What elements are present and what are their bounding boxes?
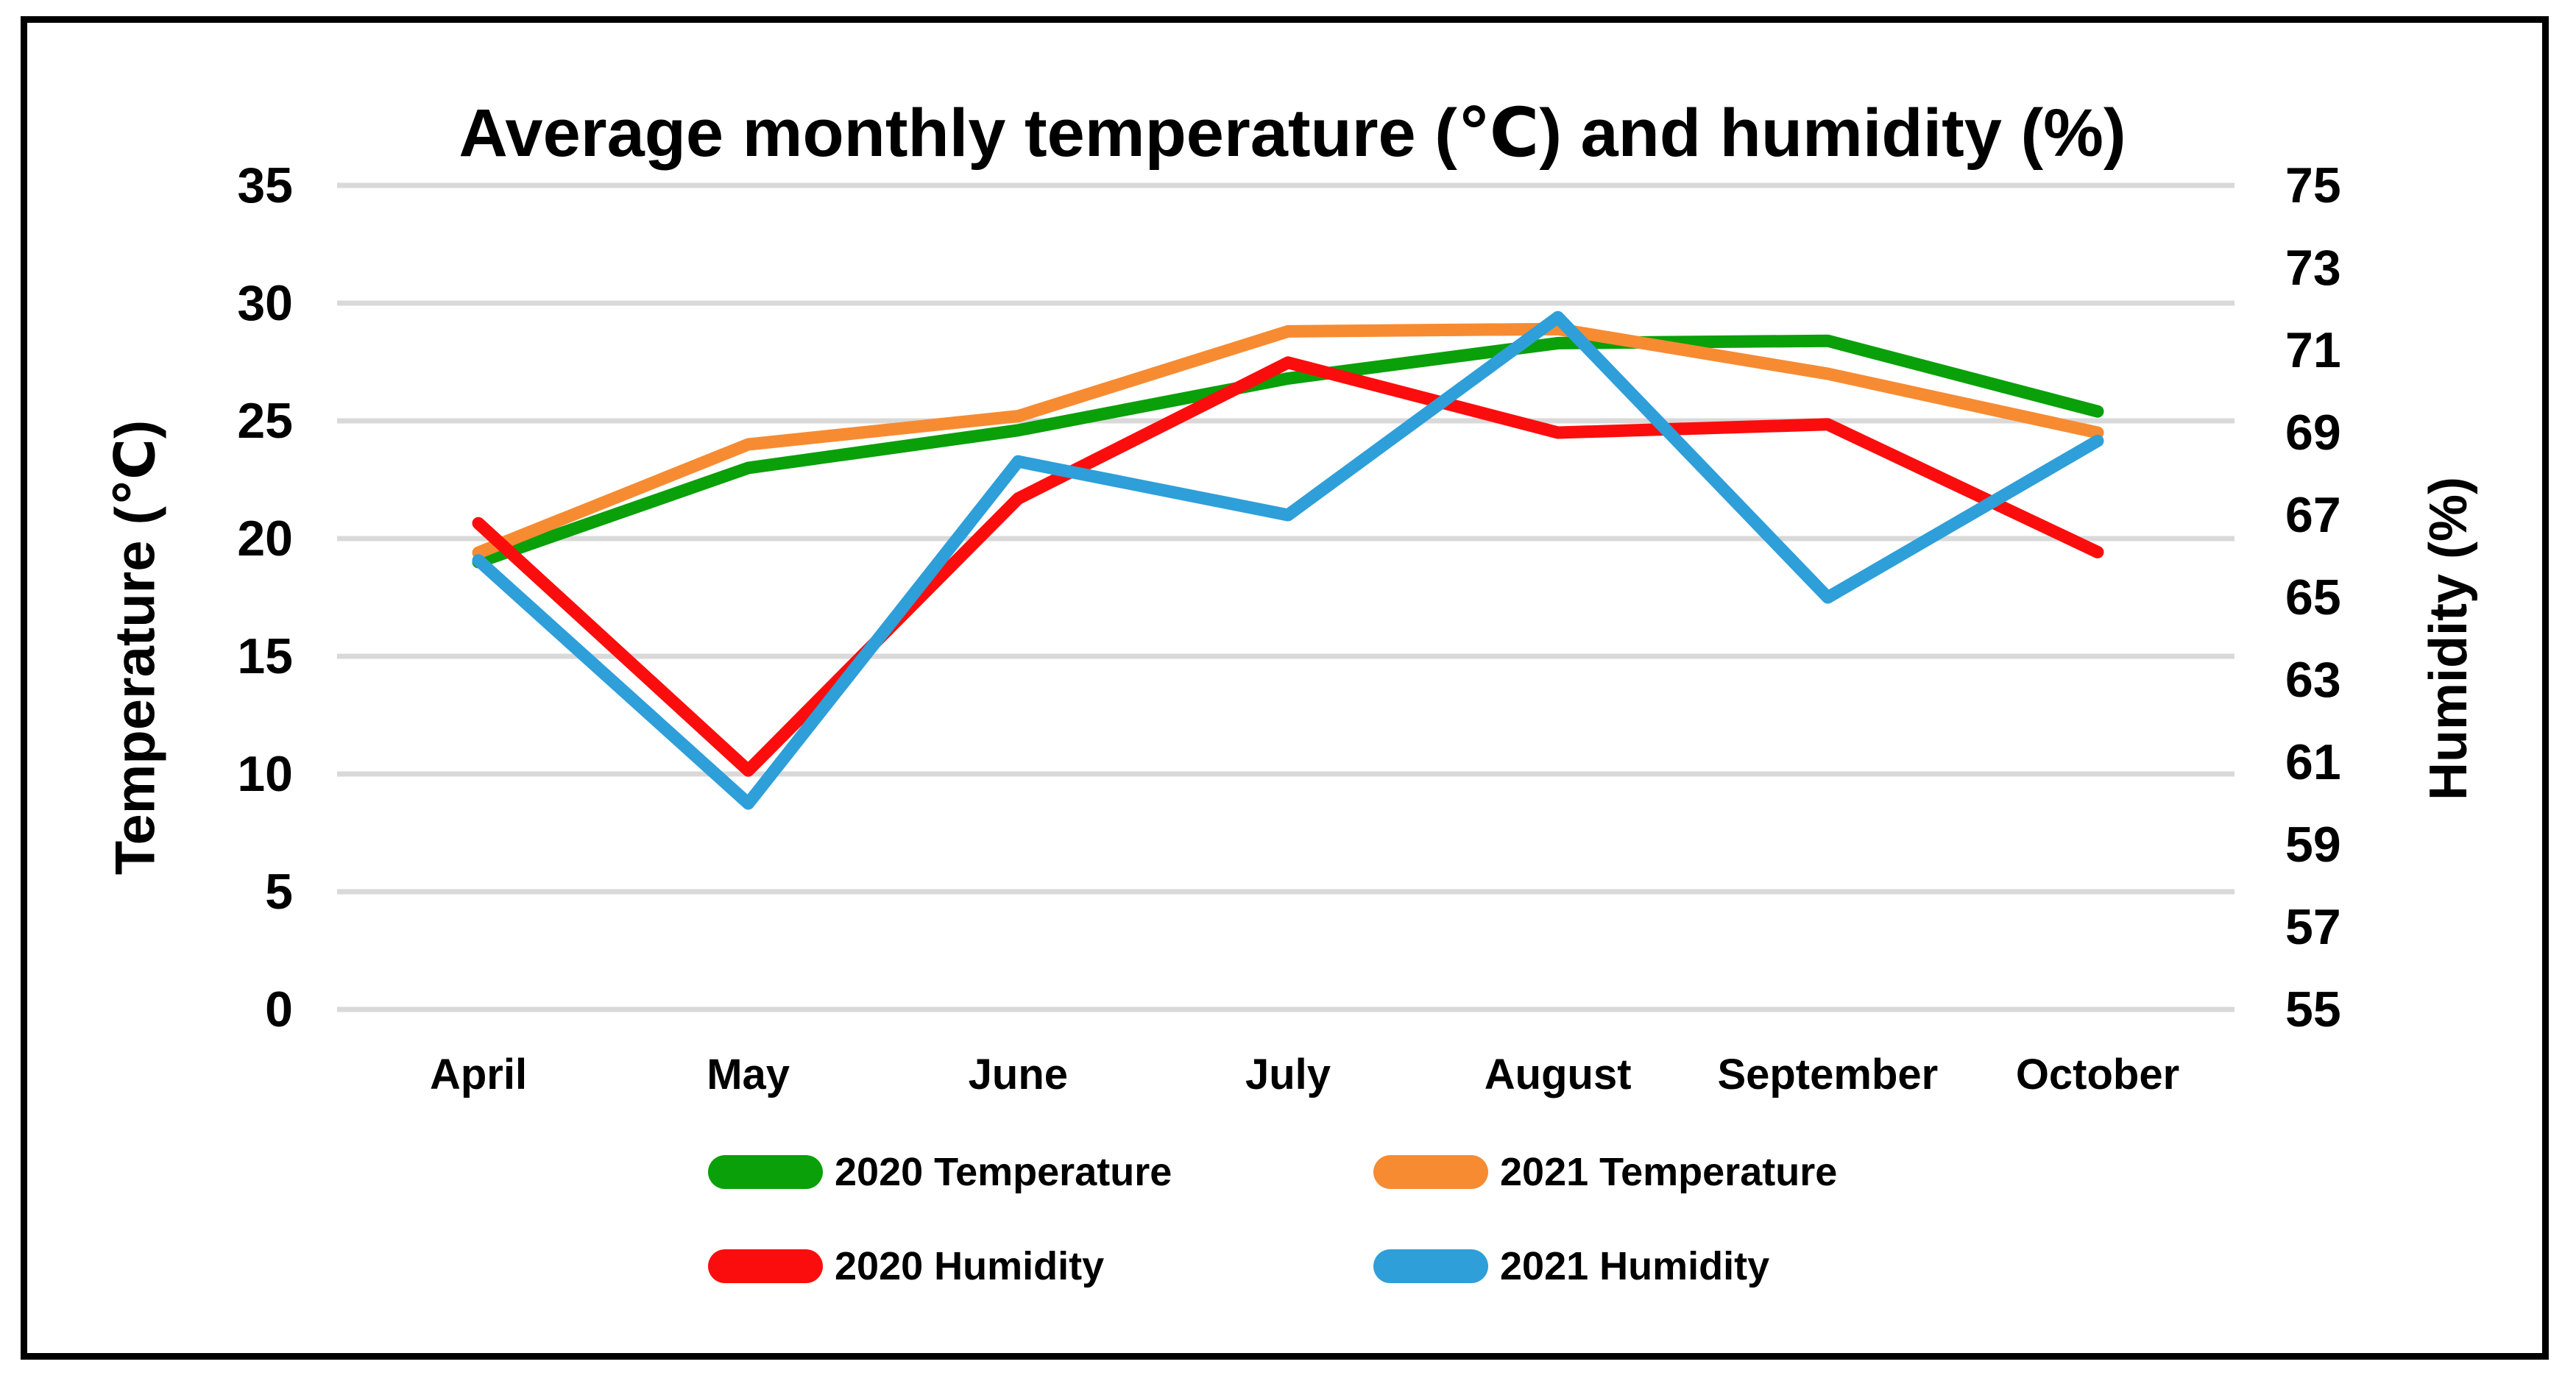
legend-swatch-icon <box>1373 1249 1488 1283</box>
legend-item: 2020 Temperature <box>708 1138 1373 1206</box>
legend-label: 2021 Humidity <box>1500 1244 1770 1288</box>
left-axis-tick: 35 <box>237 157 293 213</box>
legend-item: 2021 Temperature <box>1373 1138 1837 1206</box>
right-axis-tick: 71 <box>2285 322 2341 378</box>
series-line-2020-temperature <box>472 334 2104 569</box>
legend-swatch-icon <box>708 1249 823 1283</box>
legend-label: 2020 Humidity <box>835 1244 1105 1288</box>
x-axis-label: August <box>1484 1051 1632 1098</box>
right-axis-tick: 65 <box>2285 569 2341 625</box>
left-axis-tick: 25 <box>237 393 293 449</box>
series-line-2020-humidity <box>472 356 2104 777</box>
right-axis-tick: 63 <box>2285 652 2341 708</box>
right-axis-tick: 67 <box>2285 487 2341 543</box>
legend-swatch-icon <box>708 1155 823 1189</box>
legend: 2020 Temperature 2021 Temperature 2020 Hum… <box>708 1138 1837 1300</box>
chart-frame: Average monthly temperature (℃) and humi… <box>21 16 2549 1360</box>
legend-label: 2021 Temperature <box>1500 1150 1838 1194</box>
left-axis-tick: 30 <box>237 275 293 331</box>
x-axis-label: September <box>1717 1051 1939 1098</box>
left-axis-tick: 20 <box>237 511 293 567</box>
right-axis-tick: 75 <box>2285 157 2341 213</box>
legend-item: 2021 Humidity <box>1373 1232 1837 1300</box>
legend-item: 2020 Humidity <box>708 1232 1373 1300</box>
left-axis-tick: 5 <box>265 864 293 920</box>
left-axis-tick: 10 <box>237 746 293 802</box>
right-axis-tick: 61 <box>2285 734 2341 790</box>
x-axis-label: May <box>707 1051 790 1098</box>
x-axis-label: July <box>1245 1051 1331 1098</box>
right-axis-tick: 57 <box>2285 899 2341 955</box>
left-axis-tick: 0 <box>265 981 293 1037</box>
right-axis-tick: 73 <box>2285 240 2341 296</box>
x-axis-label: April <box>429 1051 528 1098</box>
right-axis-tick: 59 <box>2285 817 2341 873</box>
legend-label: 2020 Temperature <box>835 1150 1172 1194</box>
right-axis-tick: 69 <box>2285 405 2341 461</box>
x-axis-label: June <box>968 1051 1069 1098</box>
x-axis-label: October <box>2015 1051 2180 1098</box>
left-axis-tick: 15 <box>237 628 293 684</box>
series-line-2021-humidity <box>472 310 2104 810</box>
chart-title: Average monthly temperature (℃) and humi… <box>459 96 2126 171</box>
legend-swatch-icon <box>1373 1155 1488 1189</box>
right-axis-tick: 55 <box>2285 981 2341 1037</box>
series-line-2021-temperature <box>472 322 2104 559</box>
